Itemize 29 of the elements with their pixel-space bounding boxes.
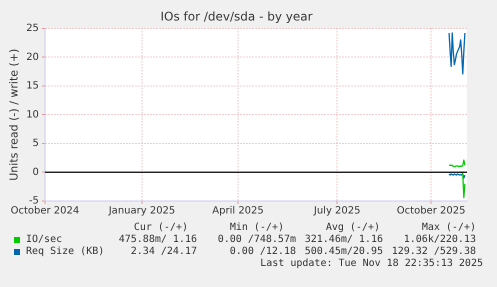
text: Avg (-/+) [326,222,380,234]
text: Min (-/+) [230,222,284,234]
chart-title: IOs for /dev/sda - by year [160,9,313,24]
text: 129.32 /529.38 [392,246,476,258]
y-tick-label: 5 [32,138,39,150]
x-tick-label: January 2025 [108,206,176,217]
y-tick-label: 10 [26,109,39,120]
x-tick-label: October 2025 [396,206,466,217]
text: Last update: Tue Nov 18 22:35:13 2025 [260,258,483,270]
y-axis-title: Units read (-) / write (+) [7,48,20,181]
text: 321.46m/ 1.16 [304,234,383,246]
y-tick-label: 20 [26,52,39,63]
y-tick-label: 0 [32,166,39,178]
text: 2.34 /24.17 [130,246,197,258]
legend-label: IO/sec [26,234,62,246]
text: Max (-/+) [422,222,476,234]
legend-label: Req Size (KB) [26,246,104,258]
y-tick-label: -5 [28,196,39,207]
text: 0.00 /748.57m [218,234,296,246]
y-tick-label: 25 [26,22,39,34]
x-tick-label: July 2025 [312,206,361,217]
y-tick-label: 15 [26,80,39,92]
text: 0.00 /12.18 [230,246,296,258]
text: 1.06k/220.13 [404,234,476,246]
x-tick-label: October 2024 [10,206,80,217]
x-tick-label: April 2025 [212,206,264,217]
text: Cur (-/+) [134,222,188,234]
text: 475.88m/ 1.16 [118,234,197,246]
text: 500.45m/20.95 [304,246,383,258]
